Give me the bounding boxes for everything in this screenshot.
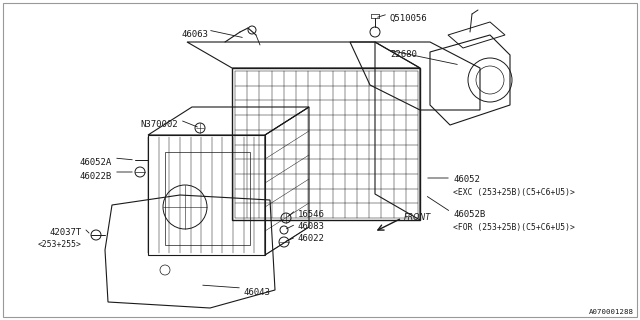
Text: 46083: 46083 — [298, 222, 325, 231]
Text: Q510056: Q510056 — [390, 14, 428, 23]
Text: <EXC (253+25B)(C5+C6+U5)>: <EXC (253+25B)(C5+C6+U5)> — [453, 188, 575, 197]
Text: 22680: 22680 — [390, 50, 417, 59]
Text: 46022B: 46022B — [80, 172, 112, 181]
Text: 46052B: 46052B — [453, 210, 485, 219]
Text: 46052A: 46052A — [80, 158, 112, 167]
Text: 46063: 46063 — [181, 30, 208, 39]
Text: <FOR (253+25B)(C5+C6+U5)>: <FOR (253+25B)(C5+C6+U5)> — [453, 223, 575, 232]
Text: 16546: 16546 — [298, 210, 325, 219]
Text: 46022: 46022 — [298, 234, 325, 243]
Text: <253+255>: <253+255> — [38, 240, 82, 249]
Text: N370002: N370002 — [140, 120, 178, 129]
Text: FRONT: FRONT — [404, 213, 431, 222]
Text: A070001288: A070001288 — [589, 309, 634, 315]
Text: 42037T: 42037T — [50, 228, 82, 237]
Text: 46052: 46052 — [453, 175, 480, 184]
Text: 46043: 46043 — [244, 288, 271, 297]
